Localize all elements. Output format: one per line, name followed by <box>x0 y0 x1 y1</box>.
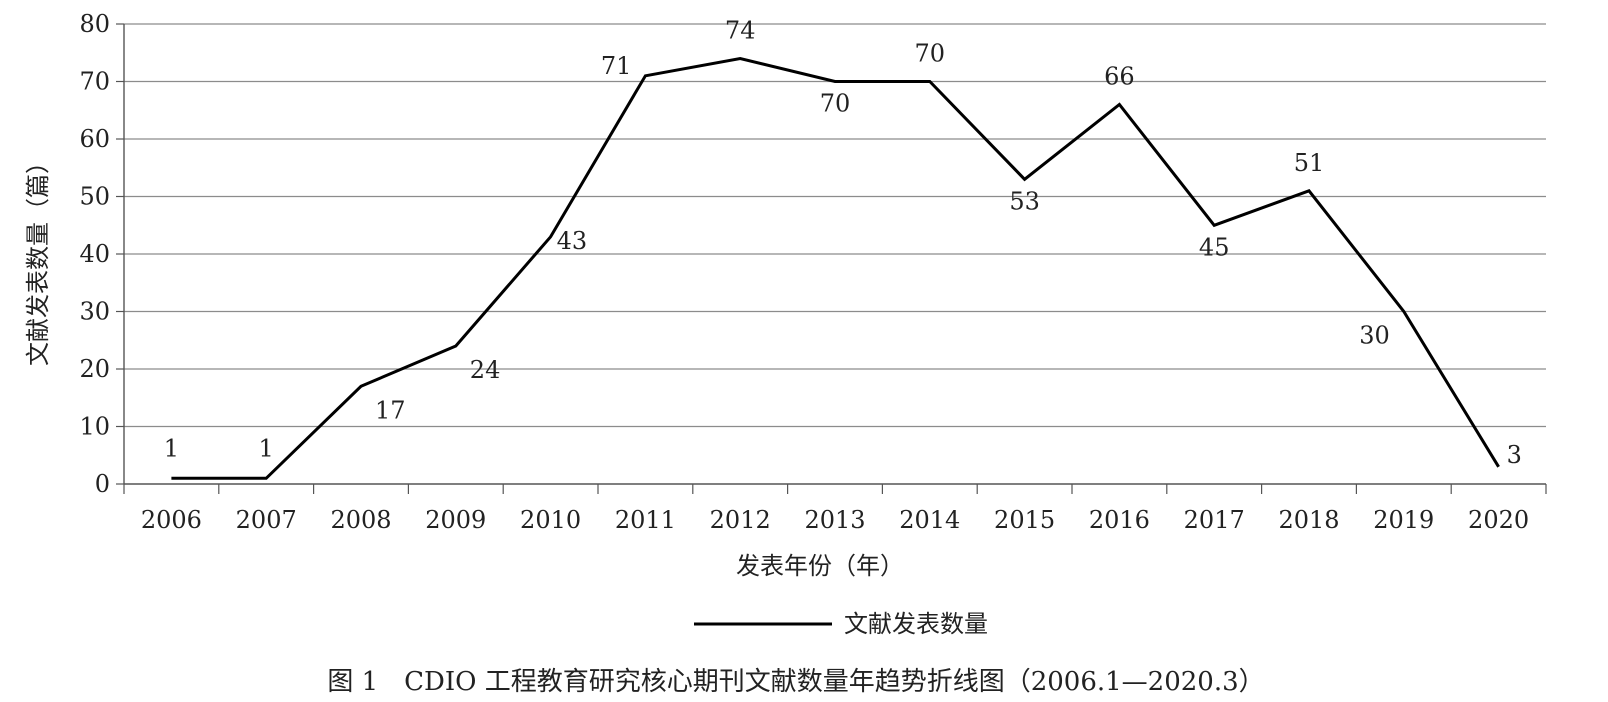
x-tick-label-2006: 2006 <box>141 506 202 534</box>
figure-caption: 图 1 CDIO 工程教育研究核心期刊文献数量年趋势折线图（2006.1—202… <box>327 667 1264 697</box>
series-line-0 <box>171 56 1500 480</box>
x-tick-label-2012: 2012 <box>710 506 771 534</box>
x-tick-label-2010: 2010 <box>520 506 581 534</box>
legend: 文献发表数量 <box>694 610 988 638</box>
y-tick-labels: 0 10 20 30 40 50 60 70 80 <box>79 10 110 498</box>
y-axis-title: 文献发表数量（篇） <box>24 150 52 366</box>
data-label-2008: 17 <box>375 396 406 424</box>
x-tick-label-2009: 2009 <box>425 506 486 534</box>
data-label-2012: 74 <box>725 17 756 45</box>
y-tick-label-20: 20 <box>79 355 110 383</box>
y-tick-label-40: 40 <box>79 240 110 268</box>
y-tick-label-60: 60 <box>79 125 110 153</box>
data-label-2019: 30 <box>1359 322 1390 350</box>
series-lines <box>171 56 1500 480</box>
data-label-2017: 45 <box>1199 233 1230 261</box>
data-label-2013: 70 <box>820 90 851 118</box>
x-tick-labels: 2006 2007 2008 2009 2010 2011 2012 2013 2014 2015… <box>141 506 1529 534</box>
grid-lines <box>124 23 1546 428</box>
y-tick-label-70: 70 <box>79 68 110 96</box>
x-tick-label-2016: 2016 <box>1089 506 1150 534</box>
x-tick-label-2019: 2019 <box>1373 506 1434 534</box>
data-label-2006: 1 <box>164 434 179 462</box>
data-label-2009: 24 <box>470 356 501 384</box>
x-tick-label-2007: 2007 <box>236 506 297 534</box>
data-label-2015: 53 <box>1009 187 1040 215</box>
x-axis-title: 发表年份（年） <box>736 552 904 580</box>
data-label-2018: 51 <box>1294 149 1325 177</box>
y-tick-label-80: 80 <box>79 10 110 38</box>
data-label-2014: 70 <box>915 40 946 68</box>
x-tick-label-2020: 2020 <box>1468 506 1529 534</box>
x-tick-label-2013: 2013 <box>804 506 865 534</box>
data-label-2020: 3 <box>1507 441 1522 469</box>
axes <box>116 23 1547 494</box>
x-tick-label-2018: 2018 <box>1278 506 1339 534</box>
y-tick-label-30: 30 <box>79 298 110 326</box>
x-tick-label-2008: 2008 <box>330 506 391 534</box>
x-tick-label-2011: 2011 <box>615 506 676 534</box>
x-tick-label-2017: 2017 <box>1184 506 1245 534</box>
data-labels: 1 1 17 24 43 71 74 70 70 53 66 45 51 30 3 <box>164 17 1522 469</box>
legend-label: 文献发表数量 <box>844 610 988 638</box>
data-label-2010: 43 <box>557 227 588 255</box>
y-tick-label-10: 10 <box>79 413 110 441</box>
x-tick-label-2015: 2015 <box>994 506 1055 534</box>
data-label-2016: 66 <box>1104 63 1135 91</box>
y-tick-label-0: 0 <box>95 470 110 498</box>
data-label-2011: 71 <box>601 52 632 80</box>
data-label-2007: 1 <box>259 434 274 462</box>
y-tick-label-50: 50 <box>79 183 110 211</box>
x-tick-label-2014: 2014 <box>899 506 960 534</box>
